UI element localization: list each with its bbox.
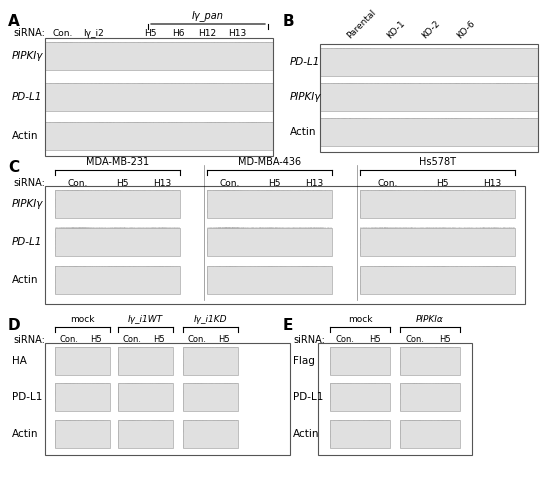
Bar (320, 83, 538, 111)
Text: siRNA:: siRNA: (13, 178, 45, 188)
Text: KO-1: KO-1 (385, 18, 406, 40)
Text: Con.: Con. (219, 179, 240, 188)
Text: PD-L1: PD-L1 (12, 237, 42, 247)
Bar (55, 266, 180, 294)
Text: siRNA:: siRNA: (13, 335, 45, 345)
Text: Con.: Con. (53, 29, 73, 38)
Bar (55, 228, 180, 256)
Text: Actin: Actin (290, 127, 316, 137)
Text: H5: H5 (116, 179, 129, 188)
Text: Iγ_i1KD: Iγ_i1KD (194, 315, 227, 324)
Text: Actin: Actin (12, 429, 39, 439)
Bar (318, 343, 472, 455)
Bar (45, 38, 273, 156)
Bar (320, 48, 538, 76)
Bar (45, 122, 273, 150)
Bar (55, 383, 110, 411)
Text: E: E (283, 318, 293, 333)
Text: H5: H5 (268, 179, 280, 188)
Text: Parental: Parental (345, 8, 378, 40)
Text: Actin: Actin (12, 131, 39, 141)
Text: H5: H5 (153, 336, 165, 345)
Bar (55, 347, 110, 375)
Bar (183, 383, 238, 411)
Text: Con.: Con. (405, 336, 425, 345)
Text: KO-2: KO-2 (420, 19, 442, 40)
Text: siRNA:: siRNA: (13, 28, 45, 38)
Text: H5: H5 (439, 336, 451, 345)
Bar (207, 190, 332, 218)
Text: PD-L1: PD-L1 (12, 392, 42, 402)
Bar (55, 420, 110, 448)
Bar (360, 190, 515, 218)
Text: PD-L1: PD-L1 (293, 392, 323, 402)
Text: Con.: Con. (336, 336, 355, 345)
Text: D: D (8, 318, 21, 333)
Text: Con.: Con. (67, 179, 87, 188)
Bar (400, 347, 460, 375)
Text: H6: H6 (172, 29, 184, 38)
Text: PIPKIγ: PIPKIγ (12, 51, 43, 61)
Bar (118, 383, 173, 411)
Bar (183, 420, 238, 448)
Text: H13: H13 (305, 179, 323, 188)
Text: Hs578T: Hs578T (419, 157, 456, 167)
Bar (360, 266, 515, 294)
Bar (330, 420, 390, 448)
Bar (118, 420, 173, 448)
Text: H5: H5 (436, 179, 449, 188)
Text: H5: H5 (90, 336, 102, 345)
Text: Iγ_pan: Iγ_pan (192, 10, 224, 21)
Bar (45, 83, 273, 111)
Text: Actin: Actin (12, 275, 39, 285)
Text: Actin: Actin (293, 429, 320, 439)
Bar (183, 347, 238, 375)
Text: PIPKIγ: PIPKIγ (290, 92, 321, 102)
Text: MD-MBA-436: MD-MBA-436 (238, 157, 301, 167)
Bar (45, 42, 273, 70)
Text: Iγ_i2: Iγ_i2 (82, 29, 103, 38)
Text: Con.: Con. (187, 336, 206, 345)
Text: KO-6: KO-6 (455, 18, 477, 40)
Text: H13: H13 (228, 29, 246, 38)
Text: HA: HA (12, 356, 27, 366)
Text: siRNA:: siRNA: (293, 335, 325, 345)
Bar (55, 190, 180, 218)
Text: B: B (283, 14, 295, 29)
Text: H5: H5 (218, 336, 230, 345)
Bar (320, 118, 538, 146)
Text: Con.: Con. (59, 336, 78, 345)
Bar (360, 228, 515, 256)
Bar (400, 420, 460, 448)
Bar (207, 228, 332, 256)
Bar (320, 44, 538, 152)
Bar (45, 343, 290, 455)
Bar (207, 266, 332, 294)
Text: PD-L1: PD-L1 (290, 57, 320, 67)
Bar (400, 383, 460, 411)
Text: PIPKIγ: PIPKIγ (12, 199, 43, 209)
Text: Con.: Con. (122, 336, 141, 345)
Text: Flag: Flag (293, 356, 315, 366)
Text: A: A (8, 14, 20, 29)
Text: mock: mock (70, 315, 95, 324)
Text: H5: H5 (144, 29, 156, 38)
Bar (330, 347, 390, 375)
Text: PD-L1: PD-L1 (12, 92, 42, 102)
Text: C: C (8, 160, 19, 175)
Text: Iγ_i1WT: Iγ_i1WT (128, 315, 163, 324)
Text: H12: H12 (198, 29, 216, 38)
Text: H13: H13 (483, 179, 502, 188)
Text: Con.: Con. (377, 179, 398, 188)
Bar (118, 347, 173, 375)
Text: H5: H5 (369, 336, 381, 345)
Text: H13: H13 (153, 179, 172, 188)
Bar (330, 383, 390, 411)
Text: PIPKIα: PIPKIα (416, 315, 444, 324)
Text: mock: mock (348, 315, 372, 324)
Bar (45, 186, 525, 304)
Text: MDA-MB-231: MDA-MB-231 (86, 157, 149, 167)
